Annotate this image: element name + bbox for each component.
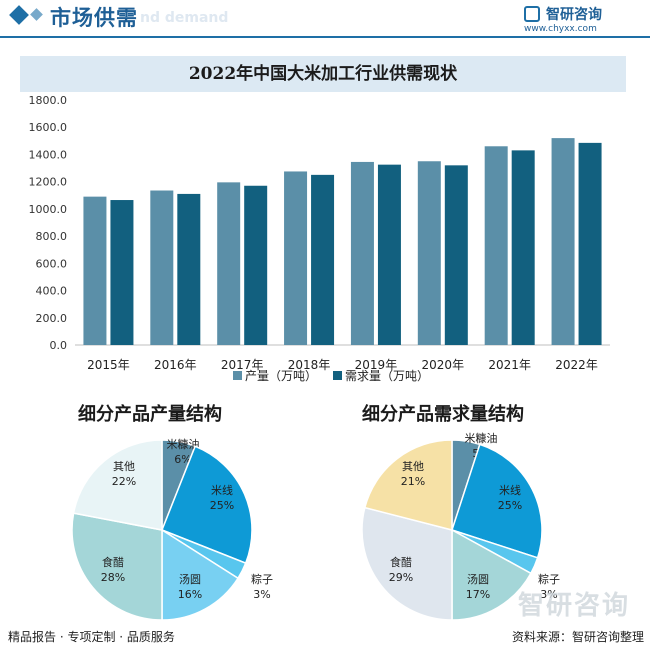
bar-production	[150, 190, 174, 345]
pie-slice-percent: 29%	[389, 571, 413, 584]
x-tick-label: 2022年	[555, 358, 598, 372]
pie-slice-percent: 21%	[401, 475, 425, 488]
brand-logo: 智研咨询 www.chyxx.com	[524, 4, 634, 34]
bar-demand	[244, 185, 268, 345]
y-tick-label: 1000.0	[29, 203, 68, 216]
pie-slice-label: 米线	[499, 483, 521, 497]
pie-slice-label: 米糠油	[465, 431, 498, 445]
pie-slice-label: 汤圆	[179, 572, 201, 586]
bar-production	[284, 171, 308, 345]
bar-demand	[377, 164, 401, 345]
bar-chart-title: 2022年中国大米加工行业供需现状	[188, 64, 458, 84]
section-subtitle: nd demand	[140, 10, 229, 26]
watermark-text: 智研咨询	[517, 591, 630, 621]
footer-slogan: 精品报告 · 专项定制 · 品质服务	[8, 630, 175, 644]
y-tick-label: 1600.0	[29, 121, 68, 134]
pie-slice-percent: 25%	[210, 499, 234, 512]
pie-slice	[451, 443, 543, 559]
pie-slice	[363, 439, 453, 531]
y-tick-label: 200.0	[36, 312, 68, 325]
pie-slice	[361, 506, 453, 621]
chart-title-bar: 2022年中国大米加工行业供需现状	[20, 56, 626, 92]
legend-swatch	[233, 371, 242, 380]
pie-slice-label: 汤圆	[467, 572, 489, 586]
pie-slice-percent: 25%	[498, 499, 522, 512]
pie-slice-percent: 6%	[174, 453, 191, 466]
brand-name: 智研咨询	[546, 7, 602, 23]
bar-demand	[110, 200, 134, 345]
bar-chart: 0.0 200.0 400.0 600.0 800.0 1000.0 1200.0 1400.…	[29, 94, 610, 383]
y-tick-label: 0.0	[50, 339, 68, 352]
x-tick-label: 2021年	[488, 358, 531, 372]
y-tick-label: 1200.0	[29, 176, 68, 189]
pie-slice	[72, 439, 163, 531]
pie-slice-label: 其他	[402, 460, 424, 473]
pie-slice	[161, 445, 253, 565]
diamond-small-icon	[30, 8, 43, 21]
pie-slice-percent: 17%	[466, 588, 490, 601]
pie-slice-label: 其他	[113, 460, 135, 473]
pie-production-title: 细分产品产量结构	[78, 404, 222, 425]
bar-production	[217, 182, 241, 345]
pie-slice-percent: 22%	[112, 475, 136, 488]
pie-slice	[451, 528, 532, 621]
x-tick-label: 2018年	[288, 358, 331, 372]
pie-slice-label: 米糠油	[167, 437, 200, 451]
y-tick-label: 1400.0	[29, 148, 68, 161]
y-tick-label: 800.0	[36, 230, 68, 243]
brand-icon	[524, 6, 540, 22]
pie-slice-label: 粽子	[538, 572, 560, 586]
pie-slice	[161, 528, 240, 621]
bar-production	[350, 161, 374, 345]
bar-demand	[511, 150, 535, 345]
pie-slice-label: 食醋	[102, 555, 124, 569]
diamond-icon	[9, 5, 29, 25]
pie-demand-title: 细分产品需求量结构	[362, 404, 524, 425]
y-tick-label: 400.0	[36, 285, 68, 298]
header-divider	[0, 36, 650, 38]
legend-label: 产量（万吨）	[245, 369, 317, 383]
legend-label: 需求量（万吨）	[345, 369, 429, 383]
brand-url: www.chyxx.com	[524, 24, 597, 34]
bar-production	[551, 138, 575, 345]
bar-demand	[578, 142, 602, 345]
pie-slice-label: 粽子	[251, 572, 273, 586]
pie-slice-percent: 16%	[178, 588, 202, 601]
header: nd demand 市场供需 智研咨询 www.chyxx.com	[0, 0, 650, 36]
pie-slice-percent: 28%	[101, 571, 125, 584]
bar-demand	[177, 193, 201, 345]
x-tick-label: 2017年	[221, 358, 264, 372]
bar-production	[83, 196, 107, 345]
section-title: 市场供需	[50, 6, 138, 30]
footer-source: 资料来源：智研咨询整理	[511, 630, 644, 644]
y-tick-label: 1800.0	[29, 94, 68, 107]
x-tick-label: 2020年	[422, 358, 465, 372]
bar-demand	[311, 174, 335, 345]
bar-production	[417, 161, 441, 345]
pie-production-chart: 米糠油 6% 米线 25% 粽子 3% 汤圆 16% 食醋 28% 其他 22%	[71, 437, 273, 621]
x-tick-label: 2019年	[355, 358, 398, 372]
y-tick-label: 600.0	[36, 257, 68, 270]
x-tick-label: 2016年	[154, 358, 197, 372]
pie-slice-percent: 3%	[253, 588, 270, 601]
legend-swatch	[333, 371, 342, 380]
pie-slice	[71, 512, 163, 621]
pie-slice-label: 食醋	[390, 555, 412, 569]
x-tick-label: 2015年	[87, 358, 130, 372]
bar-production	[484, 146, 508, 345]
bar-demand	[444, 165, 468, 345]
pie-slice-percent: 3%	[540, 588, 557, 601]
pie-slice-label: 米线	[211, 483, 233, 497]
